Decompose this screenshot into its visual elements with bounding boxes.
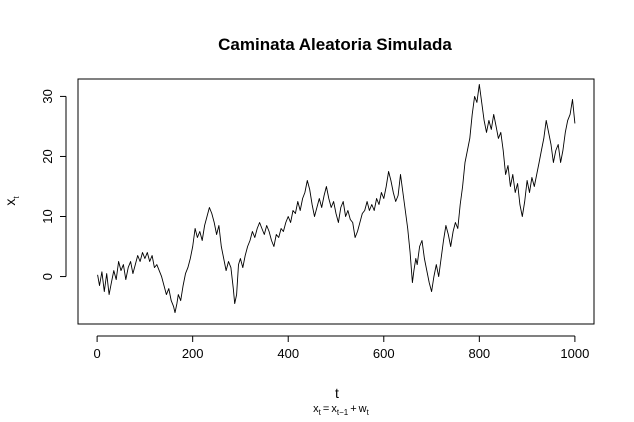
subtitle-plus: + bbox=[350, 403, 356, 415]
x-tick-label: 0 bbox=[93, 346, 100, 361]
y-tick-label: 30 bbox=[40, 89, 55, 103]
y-tick-label: 10 bbox=[40, 209, 55, 223]
x-axis: 0 200 400 600 800 1000 bbox=[93, 335, 589, 361]
subtitle-t2: t bbox=[367, 408, 370, 417]
plot-box bbox=[77, 78, 595, 325]
y-axis-label-base: x bbox=[2, 199, 18, 206]
y-tick-label: 0 bbox=[40, 273, 55, 280]
subtitle-w: w bbox=[358, 403, 367, 415]
subtitle-eq: = bbox=[323, 403, 329, 415]
series-layer bbox=[97, 83, 576, 314]
y-axis: 0 10 20 30 bbox=[40, 89, 67, 280]
y-tick-label: 20 bbox=[40, 149, 55, 163]
y-axis-label: xt bbox=[2, 196, 21, 206]
subtitle-x2: x bbox=[331, 403, 337, 415]
y-axis-label-sub: t bbox=[12, 196, 21, 199]
x-axis-label: t bbox=[335, 385, 339, 401]
series-line-0 bbox=[97, 83, 576, 314]
x-tick-label: 400 bbox=[277, 346, 299, 361]
subtitle-t: t bbox=[319, 408, 322, 417]
x-tick-label: 200 bbox=[182, 346, 204, 361]
x-tick-label: 800 bbox=[468, 346, 490, 361]
subtitle-tm1: t−1 bbox=[337, 408, 349, 417]
chart-title: Caminata Aleatoria Simulada bbox=[218, 35, 452, 54]
chart-subtitle: xt = xt−1 + wt bbox=[313, 403, 369, 417]
subtitle-x: x bbox=[313, 403, 319, 415]
x-tick-label: 1000 bbox=[560, 346, 589, 361]
x-tick-label: 600 bbox=[373, 346, 395, 361]
